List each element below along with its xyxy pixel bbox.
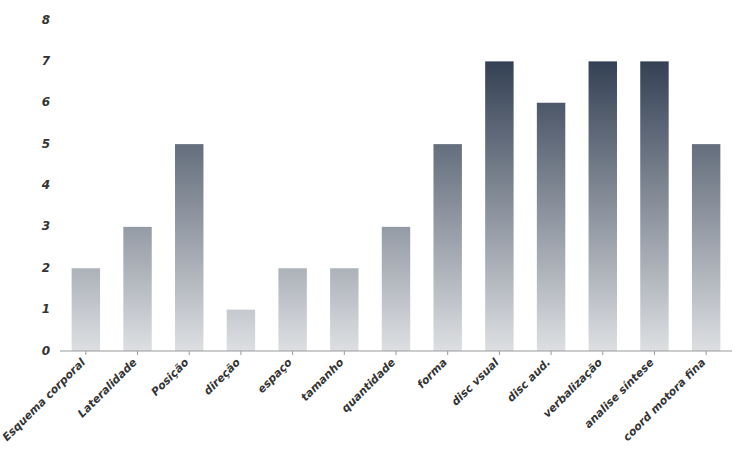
x-tick <box>602 351 603 355</box>
x-tick <box>137 351 138 355</box>
x-tick <box>344 351 345 355</box>
x-tick-label: disc aud. <box>505 356 554 405</box>
x-tick-label: Esquema corporal <box>0 356 88 444</box>
x-tick <box>85 351 86 355</box>
bar <box>589 61 617 351</box>
y-tick-label: 2 <box>42 261 50 275</box>
bar <box>640 61 668 351</box>
y-tick-label: 4 <box>41 178 50 192</box>
x-tick <box>189 351 190 355</box>
bar <box>175 144 203 351</box>
bar <box>123 227 151 351</box>
x-tick-label: quantidade <box>339 356 399 416</box>
y-tick-label: 3 <box>42 219 50 233</box>
x-tick-label: Lateralidade <box>75 356 140 421</box>
y-tick-label: 6 <box>42 95 50 109</box>
bar <box>433 144 461 351</box>
bar <box>692 144 720 351</box>
y-tick-label: 5 <box>42 137 50 151</box>
x-tick-label: Posição <box>149 356 192 399</box>
x-tick <box>706 351 707 355</box>
x-tick <box>499 351 500 355</box>
x-tick-label: disc vsual <box>449 356 502 409</box>
bar <box>537 103 565 351</box>
x-tick <box>447 351 448 355</box>
chart: 0 1 2 3 4 5 6 7 8 Esquema corporalLateralidadePos… <box>0 0 752 451</box>
bar <box>382 227 410 351</box>
y-tick-label: 8 <box>42 13 50 27</box>
x-tick-label: coord motora fina <box>620 356 708 444</box>
bar <box>72 268 100 351</box>
bar <box>485 61 513 351</box>
x-tick <box>396 351 397 355</box>
x-tick-label: tamanho <box>298 356 346 404</box>
bar <box>227 310 255 351</box>
x-tick-label: direção <box>201 356 243 398</box>
x-tick <box>551 351 552 355</box>
y-tick-label: 7 <box>42 54 51 68</box>
x-tick-label: forma <box>415 356 450 391</box>
y-tick-label: 1 <box>42 302 50 316</box>
x-tick-label: espaço <box>255 356 295 396</box>
bar <box>330 268 358 351</box>
x-tick <box>654 351 655 355</box>
x-tick <box>292 351 293 355</box>
chart-container: 0 1 2 3 4 5 6 7 8 Esquema corporalLateralidadePos… <box>0 0 752 451</box>
bars <box>72 61 721 351</box>
bar <box>278 268 306 351</box>
y-tick-label: 0 <box>42 344 50 358</box>
x-tick <box>240 351 241 355</box>
